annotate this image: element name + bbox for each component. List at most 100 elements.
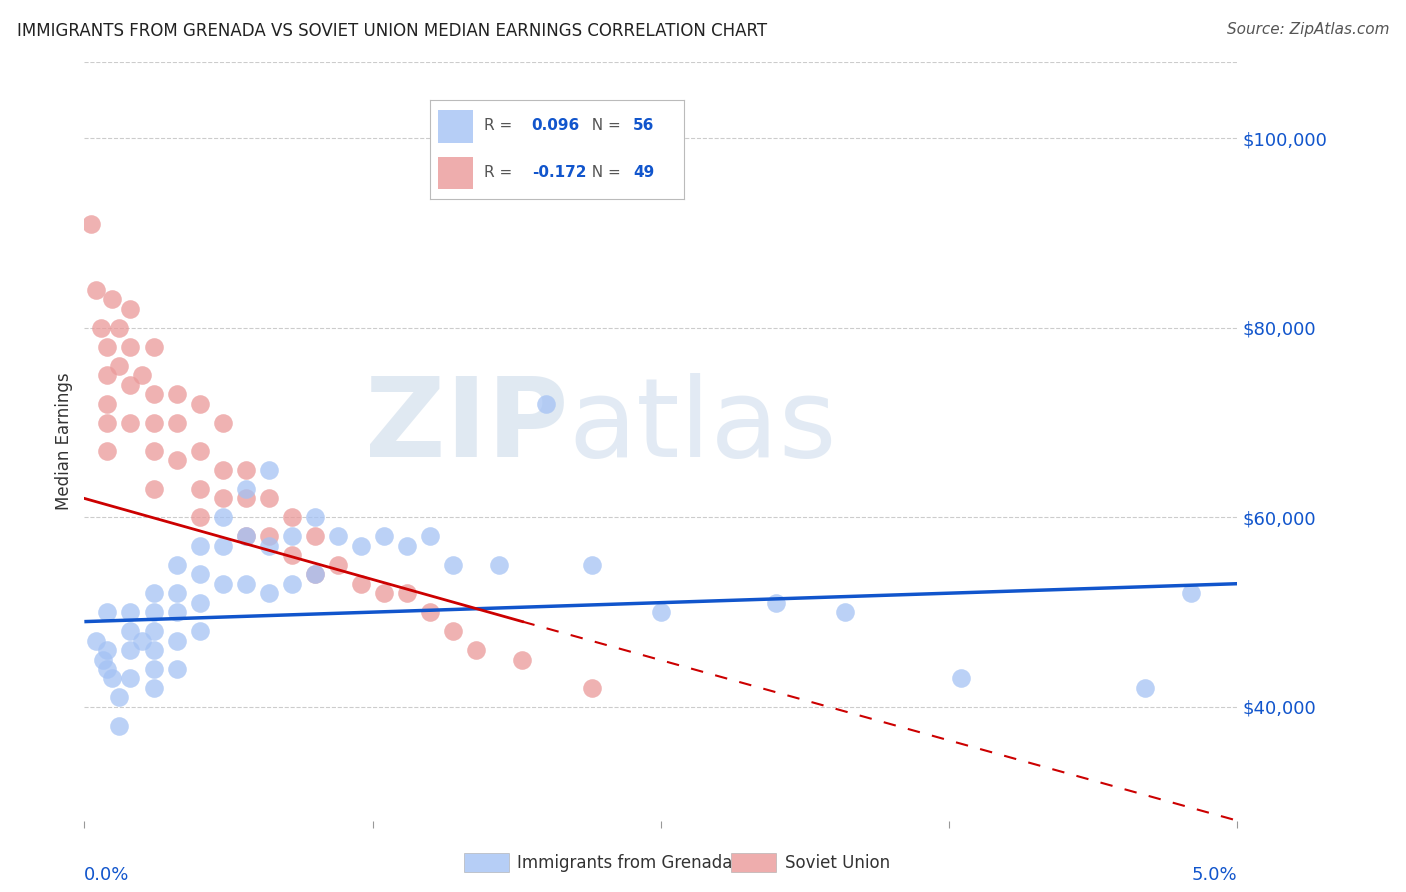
Point bbox=[96, 416, 118, 430]
Point bbox=[96, 605, 118, 619]
Point bbox=[534, 396, 557, 410]
Point bbox=[96, 662, 118, 676]
Point bbox=[257, 491, 280, 506]
Point bbox=[235, 529, 257, 543]
Point bbox=[834, 605, 856, 619]
Point bbox=[142, 624, 165, 639]
Point bbox=[465, 643, 488, 657]
Point bbox=[1133, 681, 1156, 695]
Point bbox=[166, 387, 188, 401]
Point bbox=[326, 558, 349, 572]
Point bbox=[373, 529, 395, 543]
Point bbox=[188, 396, 211, 410]
Point bbox=[188, 482, 211, 496]
Point bbox=[188, 624, 211, 639]
Text: atlas: atlas bbox=[568, 373, 837, 480]
Point bbox=[188, 510, 211, 524]
Point bbox=[211, 416, 233, 430]
Y-axis label: Median Earnings: Median Earnings bbox=[55, 373, 73, 510]
Point bbox=[1180, 586, 1202, 600]
Point bbox=[108, 320, 131, 334]
Text: ZIP: ZIP bbox=[366, 373, 568, 480]
Point bbox=[235, 463, 257, 477]
Point bbox=[96, 396, 118, 410]
Point bbox=[257, 539, 280, 553]
Point bbox=[89, 320, 111, 334]
Text: Soviet Union: Soviet Union bbox=[785, 854, 890, 871]
Point bbox=[581, 681, 603, 695]
Point bbox=[211, 539, 233, 553]
Point bbox=[512, 652, 534, 666]
Point bbox=[166, 662, 188, 676]
Point bbox=[235, 491, 257, 506]
Point bbox=[84, 633, 107, 648]
Point bbox=[211, 491, 233, 506]
Point bbox=[257, 586, 280, 600]
Point bbox=[304, 510, 326, 524]
Point bbox=[373, 586, 395, 600]
Point bbox=[326, 529, 349, 543]
Point bbox=[142, 387, 165, 401]
Point bbox=[765, 596, 787, 610]
Point bbox=[350, 576, 373, 591]
Point bbox=[96, 444, 118, 458]
Point bbox=[142, 643, 165, 657]
Point bbox=[142, 416, 165, 430]
Point bbox=[257, 463, 280, 477]
Point bbox=[188, 567, 211, 582]
Point bbox=[120, 301, 142, 316]
Point bbox=[142, 586, 165, 600]
Text: 5.0%: 5.0% bbox=[1192, 866, 1237, 884]
Point bbox=[108, 690, 131, 705]
Point bbox=[211, 576, 233, 591]
Point bbox=[304, 529, 326, 543]
Point bbox=[281, 548, 304, 563]
Text: 0.0%: 0.0% bbox=[84, 866, 129, 884]
Point bbox=[80, 217, 103, 231]
Point bbox=[96, 643, 118, 657]
Point bbox=[84, 283, 107, 297]
Point bbox=[96, 368, 118, 383]
Point bbox=[235, 576, 257, 591]
Point bbox=[166, 633, 188, 648]
Point bbox=[304, 567, 326, 582]
Text: IMMIGRANTS FROM GRENADA VS SOVIET UNION MEDIAN EARNINGS CORRELATION CHART: IMMIGRANTS FROM GRENADA VS SOVIET UNION … bbox=[17, 22, 768, 40]
Point bbox=[131, 633, 153, 648]
Point bbox=[211, 463, 233, 477]
Point bbox=[96, 340, 118, 354]
Point bbox=[120, 672, 142, 686]
Point bbox=[304, 567, 326, 582]
Point bbox=[650, 605, 672, 619]
Point bbox=[235, 482, 257, 496]
Text: Source: ZipAtlas.com: Source: ZipAtlas.com bbox=[1226, 22, 1389, 37]
Point bbox=[91, 652, 114, 666]
Point bbox=[120, 416, 142, 430]
Point bbox=[166, 605, 188, 619]
Point bbox=[142, 340, 165, 354]
Point bbox=[166, 453, 188, 467]
Point bbox=[396, 586, 419, 600]
Point bbox=[120, 624, 142, 639]
Point bbox=[142, 482, 165, 496]
Point bbox=[188, 444, 211, 458]
Point bbox=[142, 605, 165, 619]
Point bbox=[396, 539, 419, 553]
Point bbox=[281, 576, 304, 591]
Point bbox=[101, 293, 124, 307]
Point bbox=[142, 681, 165, 695]
Point bbox=[188, 596, 211, 610]
Point bbox=[142, 662, 165, 676]
Point bbox=[441, 558, 464, 572]
Point bbox=[120, 377, 142, 392]
Point bbox=[188, 539, 211, 553]
Point bbox=[120, 605, 142, 619]
Point bbox=[281, 529, 304, 543]
Point bbox=[419, 529, 441, 543]
Point bbox=[120, 340, 142, 354]
Point bbox=[108, 719, 131, 733]
Point bbox=[166, 586, 188, 600]
Point bbox=[581, 558, 603, 572]
Point bbox=[211, 510, 233, 524]
Point bbox=[101, 672, 124, 686]
Point bbox=[257, 529, 280, 543]
